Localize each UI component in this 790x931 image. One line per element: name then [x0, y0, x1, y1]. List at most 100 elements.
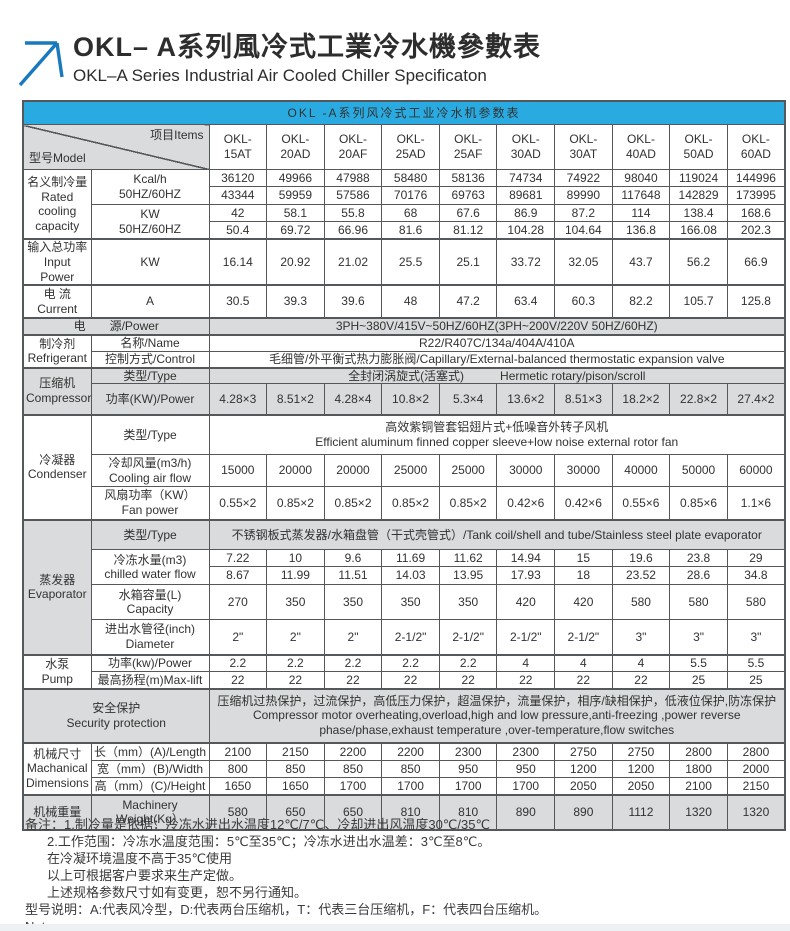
table-cell: 3" — [726, 619, 786, 656]
table-cell: 全封闭涡旋式(活塞式) Hermetic rotary/pison/scroll — [208, 366, 786, 385]
table-cell: 22 — [381, 671, 440, 690]
table-cell: 48 — [381, 284, 440, 319]
table-cell: 50000 — [669, 454, 728, 488]
note-line: 在冷凝环境温度不高于35℃使用 — [47, 851, 233, 866]
spec-table-wrap: OKL -A系列风冷式工业冷水机参数表 项目Items 型号Model OKL-… — [22, 100, 786, 831]
table-cell: 11.69 — [381, 549, 440, 568]
table-cell: 89990 — [554, 185, 613, 205]
table-cell: 1650 — [266, 777, 325, 796]
table-cell: 2150 — [266, 741, 325, 762]
table-cell: 0.55×2 — [208, 486, 268, 521]
corner-model-label: 型号Model — [29, 151, 86, 166]
table-cell: 2.2 — [323, 653, 383, 673]
table-cell: 57586 — [323, 185, 383, 205]
table-cell: 功率(kw)/Power — [90, 653, 210, 673]
table-cell: 2200 — [381, 741, 440, 762]
table-cell: 冷却风量(m3/h) Cooling air flow — [90, 454, 210, 488]
table-cell: 高（mm）(C)/Height — [90, 777, 210, 796]
table-cell: 119024 — [669, 168, 728, 187]
table-row: 50.4 69.72 66.96 81.6 81.12 104.28 104.64 136.8… — [23, 220, 786, 240]
table-cell: 21.02 — [323, 238, 383, 286]
table-cell: 压缩机过热保护，过流保护，高低压力保护，超温保护，流量保护，相序/缺相保护，低液… — [208, 687, 786, 744]
model-header: OKL- 30AT — [554, 124, 613, 170]
table-cell: 19.6 — [611, 549, 671, 568]
table-cell: 580 — [611, 584, 671, 621]
table-cell: 15000 — [208, 454, 268, 488]
table-cell: 9.6 — [323, 549, 383, 568]
table-row: 压缩机 Compressor 类型/Type 全封闭涡旋式(活塞式) Hermeti… — [22, 366, 786, 416]
table-cell: 2750 — [611, 741, 671, 762]
table-row: 输入总功率 Input Power KW 16.14 20.92 21.02 25.5 25… — [22, 238, 786, 286]
table-cell: 8.51×2 — [266, 383, 325, 416]
table-cell: 56.2 — [669, 238, 728, 286]
table-cell: 高效紫铜管套铝翅片式+低噪音外转子风机 Efficient aluminum f… — [208, 413, 786, 456]
table-cell: 22 — [611, 671, 671, 690]
table-cell: 2" — [266, 619, 325, 656]
table-cell: 1800 — [669, 760, 728, 779]
table-cell: 1650 — [208, 777, 268, 796]
table-cell: 890 — [554, 793, 613, 831]
table-cell: 2.2 — [208, 653, 268, 673]
table-cell: 30000 — [554, 454, 613, 488]
model-header: OKL- 15AT — [208, 124, 268, 170]
table-cell: 800 — [208, 760, 268, 779]
note-line: 备注：1.制冷量是依据：冷冻水进出水温度12℃/7℃、冷却进出风温度30℃/35… — [25, 817, 491, 832]
table-cell: 39.6 — [323, 284, 383, 319]
notes-section: 备注：1.制冷量是依据：冷冻水进出水温度12℃/7℃、冷却进出风温度30℃/35… — [25, 816, 765, 931]
table-cell: 850 — [323, 760, 383, 779]
caption-row: OKL -A系列风冷式工业冷水机参数表 — [22, 100, 786, 125]
table-cell: 类型/Type — [90, 366, 210, 385]
table-cell: 1700 — [496, 777, 556, 796]
table-row: 冷却风量(m3/h) Cooling air flow 15000 20000 200… — [23, 454, 786, 488]
table-cell: 173995 — [726, 185, 786, 205]
table-cell: 0.85×2 — [323, 486, 383, 521]
table-row: 控制方式/Control 毛细管/外平衡式热力膨胀阀/Capillary/Exte… — [23, 350, 786, 369]
table-cell: KW 50HZ/60HZ — [90, 203, 210, 240]
page-subtitle: OKL–A Series Industrial Air Cooled Chill… — [73, 66, 487, 85]
table-cell: 114 — [611, 203, 671, 222]
table-cell: 23.8 — [669, 549, 728, 568]
table-cell: 81.12 — [438, 220, 498, 240]
table-cell: 16.14 — [208, 238, 268, 286]
table-cell: 2200 — [323, 741, 383, 762]
table-cell: 950 — [496, 760, 556, 779]
table-cell: 2300 — [438, 741, 498, 762]
table-cell: Machinery Weight(Kg） — [90, 793, 210, 831]
table-cell: 8.67 — [208, 566, 268, 586]
table-row: KW 50HZ/60HZ 42 58.1 55.8 68 67.6 86.9 87.2 114 1… — [23, 203, 786, 240]
note-line: 上述规格参数尺寸如有变更，恕不另行通知。 — [47, 885, 308, 900]
table-cell: 2000 — [726, 760, 786, 779]
table-cell: 14.94 — [496, 549, 556, 568]
table-row: 最高扬程(m)Max-lift 22 22 22 22 22 22 22 22 25 25 — [23, 671, 786, 690]
table-cell: 风扇功率（KW） Fan power — [90, 486, 210, 521]
table-cell: 18 — [554, 566, 613, 586]
table-cell: 34.8 — [726, 566, 786, 586]
table-cell: 2.2 — [266, 653, 325, 673]
note-line: 以上可根据客户要求来生产定做。 — [47, 868, 243, 883]
table-cell: 58.1 — [266, 203, 325, 222]
table-cell: 名义制冷量 Rated cooling capacity — [22, 168, 92, 240]
table-cell: 69763 — [438, 185, 498, 205]
table-cell: 86.9 — [496, 203, 556, 222]
table-row: 高（mm）(C)/Height 1650 1650 1700 1700 1700 1700 2… — [23, 777, 786, 796]
table-row: 安全保护 Security protection 压缩机过热保护，过流保护，高低压… — [22, 687, 786, 744]
table-row: 电 源/Power 3PH~380V/415V~50HZ/60HZ(3PH~200… — [22, 317, 786, 336]
table-cell: 98040 — [611, 168, 671, 187]
table-row: 43344 59959 57586 70176 69763 89681 89990 11764… — [23, 185, 786, 205]
table-cell: 850 — [266, 760, 325, 779]
table-cell: 810 — [438, 793, 498, 831]
table-cell: 1200 — [611, 760, 671, 779]
table-cell: 0.85×2 — [381, 486, 440, 521]
bottom-strip — [0, 924, 790, 931]
table-cell: 25.5 — [381, 238, 440, 286]
model-header: OKL- 20AD — [266, 124, 325, 170]
table-cell: 49966 — [266, 168, 325, 187]
corner-cell: 项目Items 型号Model — [22, 124, 210, 170]
table-cell: 5.5 — [669, 653, 728, 673]
table-cell: 0.85×6 — [669, 486, 728, 521]
table-cell: 81.6 — [381, 220, 440, 240]
table-cell: 74922 — [554, 168, 613, 187]
table-cell: 74734 — [496, 168, 556, 187]
table-cell: 50.4 — [208, 220, 268, 240]
